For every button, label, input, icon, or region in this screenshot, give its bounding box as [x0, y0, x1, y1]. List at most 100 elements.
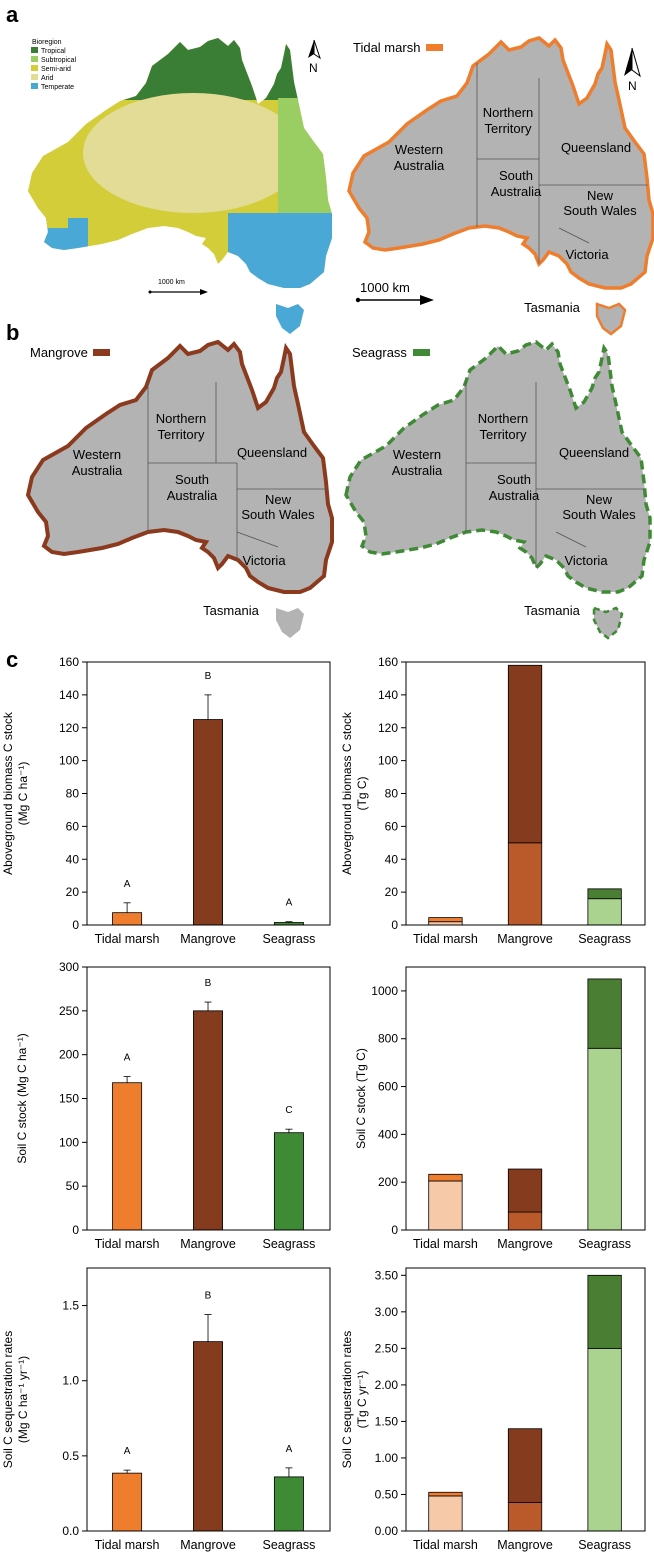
bar [273, 1132, 304, 1231]
y-tick-label: 0 [391, 1223, 398, 1237]
stacked-bar-upper [587, 1274, 622, 1349]
region-label: South [497, 472, 531, 487]
bar [193, 1341, 223, 1532]
plot-frame [405, 966, 646, 1231]
y-axis-label: Aboveground biomass C stock [340, 711, 354, 875]
region-label: South Wales [563, 203, 637, 218]
y-tick-label: 0.00 [375, 1524, 399, 1538]
bar [112, 1082, 143, 1231]
region-label: Australia [489, 488, 540, 503]
plot-frame [86, 1267, 331, 1532]
region-label: Western [393, 447, 441, 462]
north-label: N [628, 79, 637, 93]
x-category-label: Mangrove [497, 1538, 553, 1552]
bar [193, 1010, 223, 1231]
y-tick-label: 20 [66, 885, 80, 899]
x-category-label: Mangrove [180, 1237, 236, 1251]
y-tick-label: 100 [59, 1135, 79, 1149]
plot-frame [86, 966, 331, 1231]
y-axis-label: (Tg C yr⁻¹) [355, 1371, 369, 1429]
bioregion-scale-bar: 1000 km [148, 279, 208, 295]
y-tick-label: 3.00 [375, 1305, 399, 1319]
significance-letter: A [124, 1446, 131, 1457]
x-category-label: Tidal marsh [413, 1538, 478, 1552]
y-tick-label: 160 [59, 655, 79, 669]
stacked-bar-lower [428, 1180, 463, 1231]
stacked-bar-upper [507, 664, 543, 844]
panel-label-a: a [6, 2, 19, 27]
region-label: Tasmania [524, 300, 580, 315]
y-tick-label: 120 [378, 721, 398, 735]
stacked-bar-upper [428, 917, 463, 923]
chart-3: 0 50 100 150 200 250 300 Soil C stock (Mg C ha⁻… [15, 960, 331, 1251]
region-label: Northern [478, 411, 529, 426]
bar [273, 1476, 304, 1532]
y-axis-label: (Mg C ha⁻¹ yr⁻¹) [16, 1356, 30, 1443]
y-tick-label: 140 [378, 688, 398, 702]
y-tick-label: 1.5 [62, 1299, 79, 1313]
significance-letter: B [205, 1291, 212, 1302]
y-tick-label: 1.0 [62, 1374, 79, 1388]
region-label: Tasmania [203, 603, 259, 618]
y-tick-label: 100 [378, 754, 398, 768]
region-label: Tasmania [524, 603, 580, 618]
bioregion-swatch-arid [31, 74, 38, 80]
region-label: Australia [72, 463, 123, 478]
tidal-marsh-map [347, 36, 654, 336]
y-axis-label: Soil C sequestration rates [340, 1331, 354, 1468]
significance-letter: C [285, 1105, 292, 1116]
seagrass-region-labels: Western Australia Northern Territory Que… [392, 411, 636, 618]
bioregion-swatch-temperate [31, 83, 38, 89]
significance-letter: B [205, 671, 212, 682]
tidal-marsh-region-labels: Western Australia Northern Territory Que… [394, 105, 637, 315]
bioregion-map [28, 38, 332, 334]
mangrove-legend-swatch [93, 349, 110, 356]
stacked-bar-lower [428, 1495, 463, 1532]
y-tick-label: 140 [59, 688, 79, 702]
significance-letter: A [124, 1053, 131, 1064]
x-category-label: Mangrove [180, 932, 236, 946]
x-category-label: Seagrass [263, 932, 316, 946]
y-tick-label: 0 [72, 918, 79, 932]
y-tick-label: 600 [378, 1080, 398, 1094]
mangrove-region-labels: Western Australia Northern Territory Que… [72, 411, 315, 618]
x-category-label: Seagrass [578, 1538, 631, 1552]
bioregion-label-subtropical: Subtropical [41, 57, 76, 64]
region-label: Territory [480, 427, 527, 442]
stacked-bar-upper [428, 1173, 463, 1182]
y-tick-label: 0 [391, 918, 398, 932]
bar [193, 719, 223, 926]
y-tick-label: 2.00 [375, 1378, 399, 1392]
region-label: Western [395, 142, 443, 157]
y-tick-label: 2.50 [375, 1341, 399, 1355]
y-tick-label: 200 [59, 1048, 79, 1062]
region-label: Queensland [237, 445, 307, 460]
bar-charts: 0 20 40 60 80 100 120 140 160 Aboveground biomass… [1, 655, 646, 1552]
x-category-label: Tidal marsh [413, 1237, 478, 1251]
chart-4: 0 200 400 600 800 1000 Soil C stock (Tg C) Tida… [354, 966, 646, 1251]
north-arrow-icon: N [308, 39, 321, 75]
y-axis-label: (Mg C ha⁻¹) [16, 762, 30, 826]
region-label: New [586, 492, 613, 507]
chart-1: 0 20 40 60 80 100 120 140 160 Aboveground biomass… [1, 655, 331, 946]
seagrass-legend-label: Seagrass [352, 345, 407, 360]
seagrass-legend: Seagrass [352, 345, 430, 360]
x-category-label: Mangrove [180, 1538, 236, 1552]
x-category-label: Tidal marsh [95, 1538, 160, 1552]
stacked-bar-lower [507, 1211, 543, 1231]
x-category-label: Tidal marsh [95, 932, 160, 946]
y-tick-label: 40 [385, 852, 399, 866]
significance-letter: A [286, 898, 293, 909]
y-tick-label: 0.5 [62, 1449, 79, 1463]
region-label: South [499, 168, 533, 183]
region-label: Australia [491, 184, 542, 199]
region-label: Western [73, 447, 121, 462]
stacked-bar-upper [507, 1168, 543, 1213]
y-tick-label: 300 [59, 960, 79, 974]
region-label: South [175, 472, 209, 487]
y-tick-label: 160 [378, 655, 398, 669]
stacked-bar-upper [587, 978, 622, 1049]
y-tick-label: 150 [59, 1092, 79, 1106]
chart-2: 0 20 40 60 80 100 120 140 160 Aboveground biomass… [340, 655, 646, 946]
